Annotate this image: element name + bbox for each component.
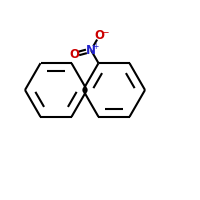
Text: O: O — [95, 29, 105, 42]
Text: +: + — [92, 42, 99, 51]
Text: O: O — [70, 48, 80, 61]
Text: N: N — [86, 44, 96, 57]
Text: −: − — [101, 27, 109, 36]
